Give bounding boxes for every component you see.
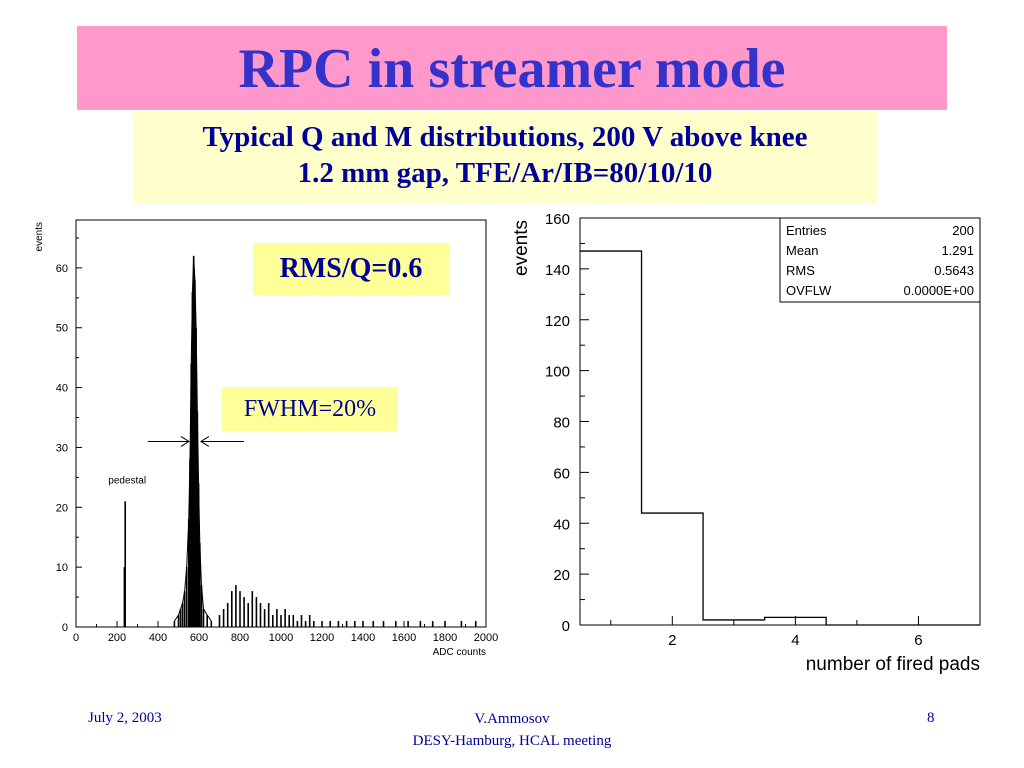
y-tick-label: 120 [545,313,570,330]
x-tick-label: 800 [231,632,249,644]
y-tick-label: 0 [562,618,570,635]
y-tick-label: 20 [56,502,68,514]
multiplicity-histogram: 0 20 40 60 80 100 120 140 160 2 4 6 number of fired … [511,211,981,675]
stats-label: Entries [786,223,827,238]
x-tick-label: 200 [108,632,126,644]
peak-envelope [173,255,212,622]
rms-note-text: RMS/Q=0.6 [279,253,423,284]
footer-meeting: DESY-Hamburg, HCAL meeting [412,733,612,749]
fwhm-note-text: FWHM=20% [243,395,377,422]
fwhm-arrowhead-left [180,436,190,447]
subtitle-banner: Typical Q and M distributions, 200 V abo… [133,112,877,203]
stats-label: RMS [786,263,815,278]
y-axis-label: events [511,220,532,276]
y-tick-label: 60 [553,465,570,482]
x-tick-label: 2000 [474,632,498,644]
rms-note: RMS/Q=0.6 [253,243,449,295]
x-tick-label: 4 [791,632,799,649]
y-tick-label: 140 [545,262,570,279]
y-tick-label: 40 [56,383,68,395]
x-tick-label: 2 [668,632,676,649]
stats-value: 1.291 [941,243,974,258]
y-axis-label: events [34,222,45,251]
y-tick-label: 80 [553,415,570,432]
slide-title: RPC in streamer mode [238,38,786,100]
subtitle-line-1: Typical Q and M distributions, 200 V abo… [202,121,808,153]
y-tick-label: 30 [56,442,68,454]
stats-value: 200 [952,223,974,238]
x-axis-label: ADC counts [433,647,486,658]
fwhm-note: FWHM=20% [222,387,398,431]
x-tick-label: 1400 [351,632,375,644]
y-tick-label: 100 [545,364,570,381]
x-tick-label: 0 [73,632,79,644]
footer-author: V.Ammosov [474,711,550,727]
x-tick-label: 600 [190,632,208,644]
stats-value: 0.5643 [934,263,974,278]
footer-date: July 2, 2003 [88,710,162,726]
x-tick-label: 1600 [392,632,416,644]
y-tick-label: 50 [56,323,68,335]
footer-author-block: V.Ammosov DESY-Hamburg, HCAL meeting [0,708,1024,752]
histogram-bar [580,251,642,625]
y-tick-label: 160 [545,211,570,228]
stats-value: 0.0000E+00 [904,283,974,298]
stats-label: Mean [786,243,819,258]
y-tick-label: 20 [553,567,570,584]
x-tick-label: 6 [914,632,922,649]
x-tick-label: 1800 [433,632,457,644]
title-banner: RPC in streamer mode [77,26,947,110]
x-tick-label: 400 [149,632,167,644]
footer-page-number: 8 [927,710,935,726]
stats-label: OVFLW [786,283,832,298]
pedestal-label: pedestal [108,475,146,486]
histogram-outline [580,250,980,626]
x-axis-label: number of fired pads [806,654,980,675]
charge-histogram: 0 200 400 600 800 1000 1200 1400 1600 1800 2000 0 10… [34,219,498,658]
histogram-bar [642,513,704,625]
subtitle-line-2: 1.2 mm gap, TFE/Ar/IB=80/10/10 [297,157,713,189]
y-tick-label: 0 [62,622,68,634]
stats-box [779,217,981,303]
x-tick-label: 1200 [310,632,334,644]
fwhm-arrowhead-right [199,436,210,447]
y-tick-label: 60 [56,263,68,275]
y-tick-label: 10 [56,562,68,574]
y-tick-label: 40 [553,516,570,533]
x-tick-label: 1000 [269,632,293,644]
